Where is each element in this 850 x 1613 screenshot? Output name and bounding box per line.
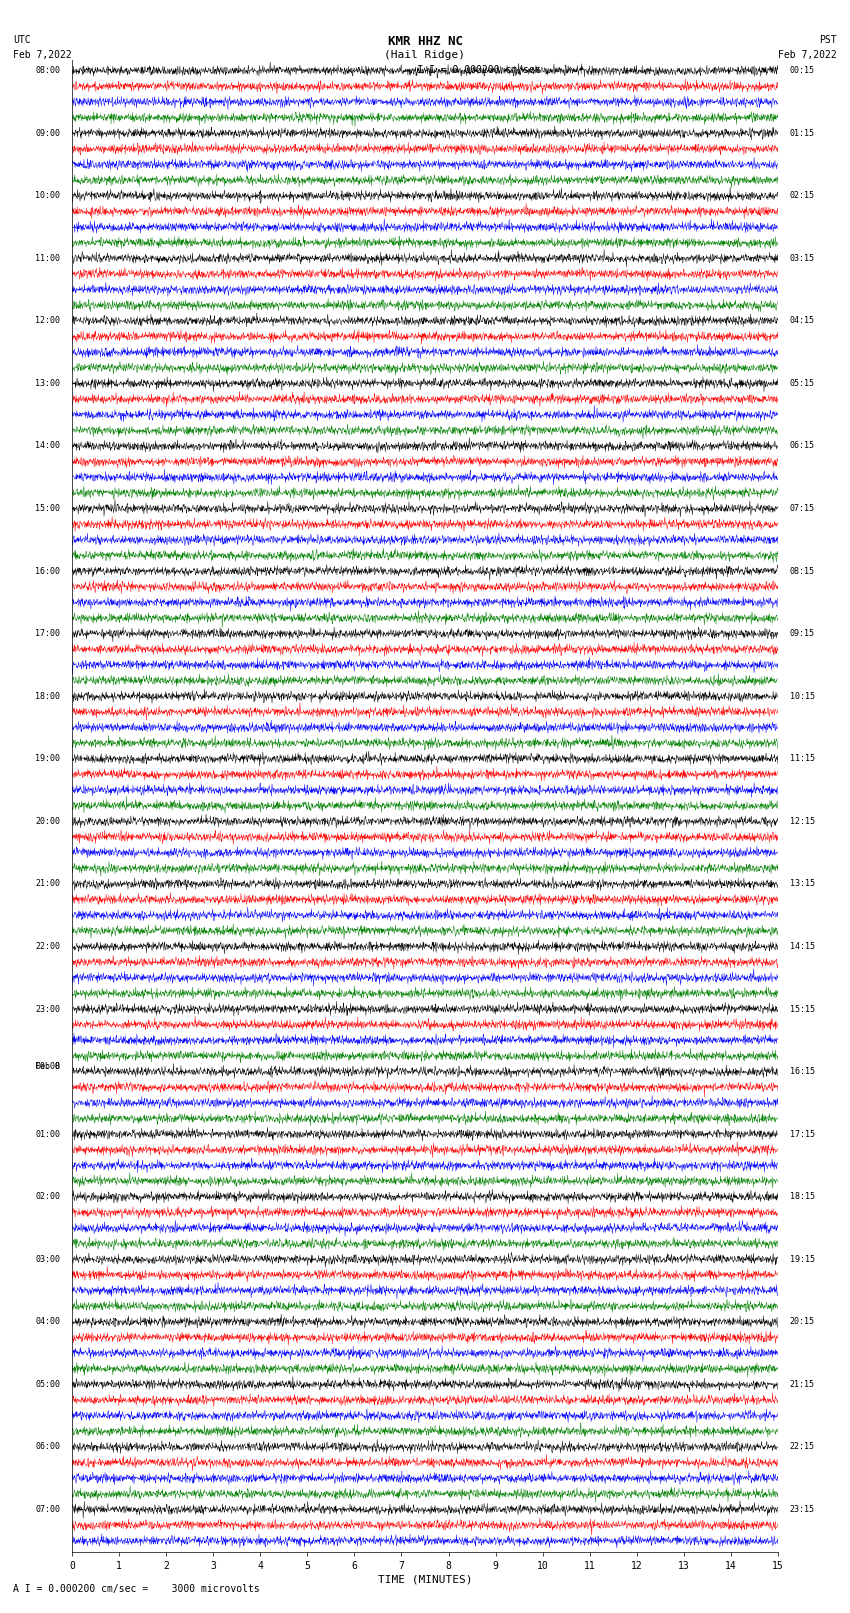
Text: 05:15: 05:15	[790, 379, 814, 387]
Text: 09:00: 09:00	[36, 129, 60, 137]
Text: 22:15: 22:15	[790, 1442, 814, 1452]
Text: A I = 0.000200 cm/sec =    3000 microvolts: A I = 0.000200 cm/sec = 3000 microvolts	[13, 1584, 259, 1594]
Text: 00:15: 00:15	[790, 66, 814, 76]
Text: 04:00: 04:00	[36, 1318, 60, 1326]
Text: 03:15: 03:15	[790, 253, 814, 263]
Text: 20:15: 20:15	[790, 1318, 814, 1326]
Text: 23:00: 23:00	[36, 1005, 60, 1013]
Text: 03:00: 03:00	[36, 1255, 60, 1263]
Text: 06:15: 06:15	[790, 442, 814, 450]
Text: 21:00: 21:00	[36, 879, 60, 889]
Text: 01:00: 01:00	[36, 1129, 60, 1139]
X-axis label: TIME (MINUTES): TIME (MINUTES)	[377, 1574, 473, 1586]
Text: Feb 7,2022: Feb 7,2022	[13, 50, 71, 60]
Text: 10:15: 10:15	[790, 692, 814, 700]
Text: 14:00: 14:00	[36, 442, 60, 450]
Text: 23:15: 23:15	[790, 1505, 814, 1515]
Text: 01:15: 01:15	[790, 129, 814, 137]
Text: 12:15: 12:15	[790, 816, 814, 826]
Text: I: I	[417, 65, 424, 74]
Text: KMR HHZ NC: KMR HHZ NC	[388, 35, 462, 48]
Text: 15:15: 15:15	[790, 1005, 814, 1013]
Text: PST: PST	[819, 35, 837, 45]
Text: Feb 7,2022: Feb 7,2022	[779, 50, 837, 60]
Text: 05:00: 05:00	[36, 1379, 60, 1389]
Text: 16:00: 16:00	[36, 566, 60, 576]
Text: 04:15: 04:15	[790, 316, 814, 326]
Text: 09:15: 09:15	[790, 629, 814, 639]
Text: 06:00: 06:00	[36, 1442, 60, 1452]
Text: 07:15: 07:15	[790, 503, 814, 513]
Text: 21:15: 21:15	[790, 1379, 814, 1389]
Text: 18:00: 18:00	[36, 692, 60, 700]
Text: 12:00: 12:00	[36, 316, 60, 326]
Text: (Hail Ridge): (Hail Ridge)	[384, 50, 466, 60]
Text: 22:00: 22:00	[36, 942, 60, 952]
Text: 19:00: 19:00	[36, 755, 60, 763]
Text: 17:15: 17:15	[790, 1129, 814, 1139]
Text: 08:15: 08:15	[790, 566, 814, 576]
Text: UTC: UTC	[13, 35, 31, 45]
Text: 20:00: 20:00	[36, 816, 60, 826]
Text: 19:15: 19:15	[790, 1255, 814, 1263]
Text: 15:00: 15:00	[36, 503, 60, 513]
Text: 18:15: 18:15	[790, 1192, 814, 1202]
Text: 16:15: 16:15	[790, 1068, 814, 1076]
Text: 13:15: 13:15	[790, 879, 814, 889]
Text: 08:00: 08:00	[36, 66, 60, 76]
Text: 17:00: 17:00	[36, 629, 60, 639]
Text: 13:00: 13:00	[36, 379, 60, 387]
Text: 00:00: 00:00	[36, 1063, 60, 1071]
Text: 11:15: 11:15	[790, 755, 814, 763]
Text: 07:00: 07:00	[36, 1505, 60, 1515]
Text: 14:15: 14:15	[790, 942, 814, 952]
Text: 02:15: 02:15	[790, 192, 814, 200]
Text: I = 0.000200 cm/sec: I = 0.000200 cm/sec	[429, 65, 541, 74]
Text: 11:00: 11:00	[36, 253, 60, 263]
Text: Feb 8: Feb 8	[36, 1063, 60, 1071]
Text: 02:00: 02:00	[36, 1192, 60, 1202]
Text: 10:00: 10:00	[36, 192, 60, 200]
